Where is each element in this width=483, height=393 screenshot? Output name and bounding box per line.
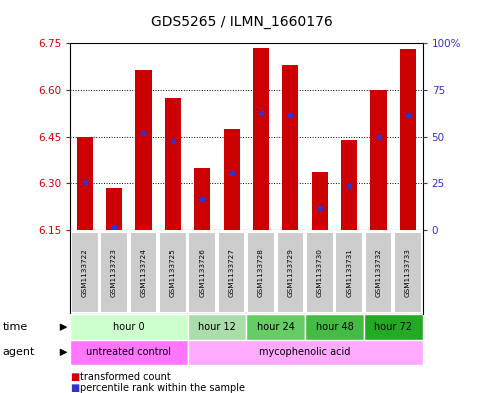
Bar bbox=[70, 314, 187, 340]
Text: untreated control: untreated control bbox=[86, 347, 171, 357]
Bar bbox=[306, 231, 334, 313]
Text: GSM1133732: GSM1133732 bbox=[376, 248, 382, 297]
Bar bbox=[253, 48, 269, 230]
Text: GSM1133728: GSM1133728 bbox=[258, 248, 264, 297]
Text: hour 48: hour 48 bbox=[315, 322, 354, 332]
Text: GSM1133722: GSM1133722 bbox=[82, 248, 88, 297]
Text: GSM1133727: GSM1133727 bbox=[228, 248, 235, 297]
Text: GSM1133733: GSM1133733 bbox=[405, 248, 411, 297]
Bar bbox=[165, 98, 181, 230]
Text: hour 12: hour 12 bbox=[198, 322, 236, 332]
Text: GSM1133729: GSM1133729 bbox=[287, 248, 293, 297]
Text: GSM1133723: GSM1133723 bbox=[111, 248, 117, 297]
Bar bbox=[100, 231, 128, 313]
Bar bbox=[159, 231, 187, 313]
Bar bbox=[187, 314, 246, 340]
Bar bbox=[305, 314, 364, 340]
Text: ■: ■ bbox=[70, 383, 79, 393]
Bar bbox=[283, 65, 298, 230]
Bar bbox=[335, 231, 363, 313]
Text: percentile rank within the sample: percentile rank within the sample bbox=[80, 383, 245, 393]
Bar bbox=[246, 314, 305, 340]
Text: GSM1133726: GSM1133726 bbox=[199, 248, 205, 297]
Bar bbox=[365, 231, 392, 313]
Bar bbox=[135, 70, 152, 230]
Bar bbox=[71, 231, 99, 313]
Text: GSM1133724: GSM1133724 bbox=[141, 248, 146, 297]
Bar bbox=[370, 90, 386, 230]
Text: mycophenolic acid: mycophenolic acid bbox=[259, 347, 351, 357]
Bar bbox=[129, 231, 157, 313]
Text: agent: agent bbox=[2, 347, 35, 357]
Text: time: time bbox=[2, 322, 28, 332]
Bar bbox=[187, 340, 423, 365]
Text: hour 72: hour 72 bbox=[374, 322, 412, 332]
Bar bbox=[106, 188, 122, 230]
Text: ■: ■ bbox=[70, 372, 79, 382]
Text: GSM1133730: GSM1133730 bbox=[317, 248, 323, 297]
Bar bbox=[394, 231, 422, 313]
Text: hour 0: hour 0 bbox=[113, 322, 144, 332]
Bar bbox=[218, 231, 245, 313]
Bar bbox=[194, 168, 210, 230]
Text: hour 24: hour 24 bbox=[257, 322, 295, 332]
Bar bbox=[364, 314, 423, 340]
Bar bbox=[77, 137, 93, 230]
Bar bbox=[277, 231, 304, 313]
Bar bbox=[188, 231, 216, 313]
Bar bbox=[247, 231, 275, 313]
Text: GSM1133725: GSM1133725 bbox=[170, 248, 176, 297]
Bar bbox=[341, 140, 357, 230]
Text: GSM1133731: GSM1133731 bbox=[346, 248, 352, 297]
Bar bbox=[224, 129, 240, 230]
Bar bbox=[312, 173, 328, 230]
Text: transformed count: transformed count bbox=[80, 372, 170, 382]
Text: GDS5265 / ILMN_1660176: GDS5265 / ILMN_1660176 bbox=[151, 15, 332, 29]
Bar bbox=[400, 50, 416, 230]
Bar bbox=[70, 340, 187, 365]
